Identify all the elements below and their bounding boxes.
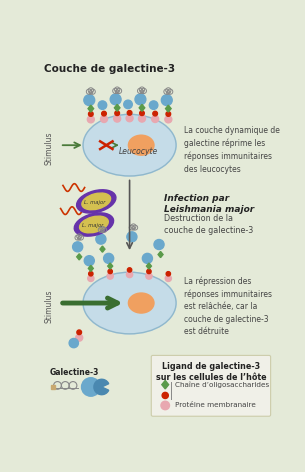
Polygon shape [108, 263, 113, 269]
Polygon shape [139, 104, 145, 111]
Circle shape [88, 275, 94, 281]
Circle shape [73, 242, 83, 252]
Ellipse shape [128, 293, 154, 313]
Circle shape [101, 116, 107, 122]
Circle shape [127, 268, 132, 272]
Circle shape [153, 111, 157, 116]
Circle shape [89, 271, 93, 276]
Circle shape [147, 270, 151, 274]
Circle shape [146, 273, 152, 279]
Circle shape [127, 232, 137, 242]
Polygon shape [166, 105, 171, 112]
Circle shape [77, 330, 81, 335]
Circle shape [166, 112, 171, 116]
Polygon shape [158, 252, 163, 258]
Circle shape [84, 95, 95, 106]
Polygon shape [88, 265, 93, 271]
Ellipse shape [128, 135, 154, 155]
Circle shape [124, 100, 132, 109]
Circle shape [135, 94, 146, 105]
Text: L. major: L. major [84, 200, 106, 205]
Circle shape [166, 271, 170, 276]
Circle shape [84, 256, 94, 266]
Text: Stimulus: Stimulus [45, 289, 53, 323]
Ellipse shape [80, 216, 108, 233]
Circle shape [88, 112, 93, 116]
Circle shape [142, 253, 152, 263]
Circle shape [149, 101, 158, 110]
Bar [51, 385, 55, 388]
Circle shape [165, 275, 171, 281]
Circle shape [127, 271, 133, 278]
Ellipse shape [83, 272, 176, 334]
Text: Ligand de galectine-3
sur les cellules de l’hôte: Ligand de galectine-3 sur les cellules d… [156, 362, 266, 382]
Circle shape [102, 111, 106, 116]
Circle shape [162, 392, 168, 398]
FancyBboxPatch shape [151, 355, 271, 416]
Text: La couche dynamique de
galectine réprime les
réponses immunitaires
des leucocyte: La couche dynamique de galectine réprime… [184, 126, 280, 174]
Text: Couche de galectine-3: Couche de galectine-3 [44, 64, 175, 74]
Circle shape [127, 110, 132, 115]
Circle shape [152, 116, 159, 122]
Circle shape [140, 111, 144, 116]
Text: Stimulus: Stimulus [45, 131, 53, 165]
Polygon shape [100, 246, 105, 252]
Circle shape [107, 273, 113, 279]
Text: L. major: L. major [82, 223, 103, 228]
Circle shape [81, 378, 100, 396]
Circle shape [114, 115, 121, 122]
Polygon shape [146, 263, 151, 269]
Circle shape [138, 115, 145, 122]
Circle shape [161, 95, 172, 106]
Circle shape [110, 94, 121, 105]
Ellipse shape [74, 213, 113, 236]
Text: Chaîne d’oligosaccharides: Chaîne d’oligosaccharides [174, 381, 269, 388]
Circle shape [161, 401, 170, 410]
Wedge shape [94, 379, 109, 395]
Circle shape [104, 253, 114, 263]
Circle shape [87, 116, 94, 123]
Polygon shape [162, 380, 169, 389]
Text: Protéine membranaire: Protéine membranaire [174, 403, 255, 408]
Text: Leucocyte: Leucocyte [119, 147, 159, 156]
Circle shape [98, 101, 107, 110]
Ellipse shape [83, 114, 176, 176]
Circle shape [96, 234, 106, 244]
Circle shape [154, 239, 164, 250]
Circle shape [108, 270, 112, 274]
Circle shape [115, 111, 120, 116]
Text: Infection par
Leishmania major: Infection par Leishmania major [164, 194, 254, 214]
Circle shape [165, 116, 172, 123]
Circle shape [69, 338, 78, 348]
Circle shape [126, 115, 133, 122]
Polygon shape [114, 104, 120, 111]
Polygon shape [88, 105, 94, 112]
Text: Galectine-3: Galectine-3 [50, 369, 99, 378]
Text: Destruction de la
couche de galectine-3: Destruction de la couche de galectine-3 [164, 214, 253, 235]
Text: La répression des
réponses immunitaires
est relâchée, car la
couche de galectine: La répression des réponses immunitaires … [184, 276, 272, 337]
Ellipse shape [77, 190, 116, 213]
Circle shape [76, 334, 83, 341]
Polygon shape [77, 254, 82, 260]
Ellipse shape [82, 193, 111, 210]
